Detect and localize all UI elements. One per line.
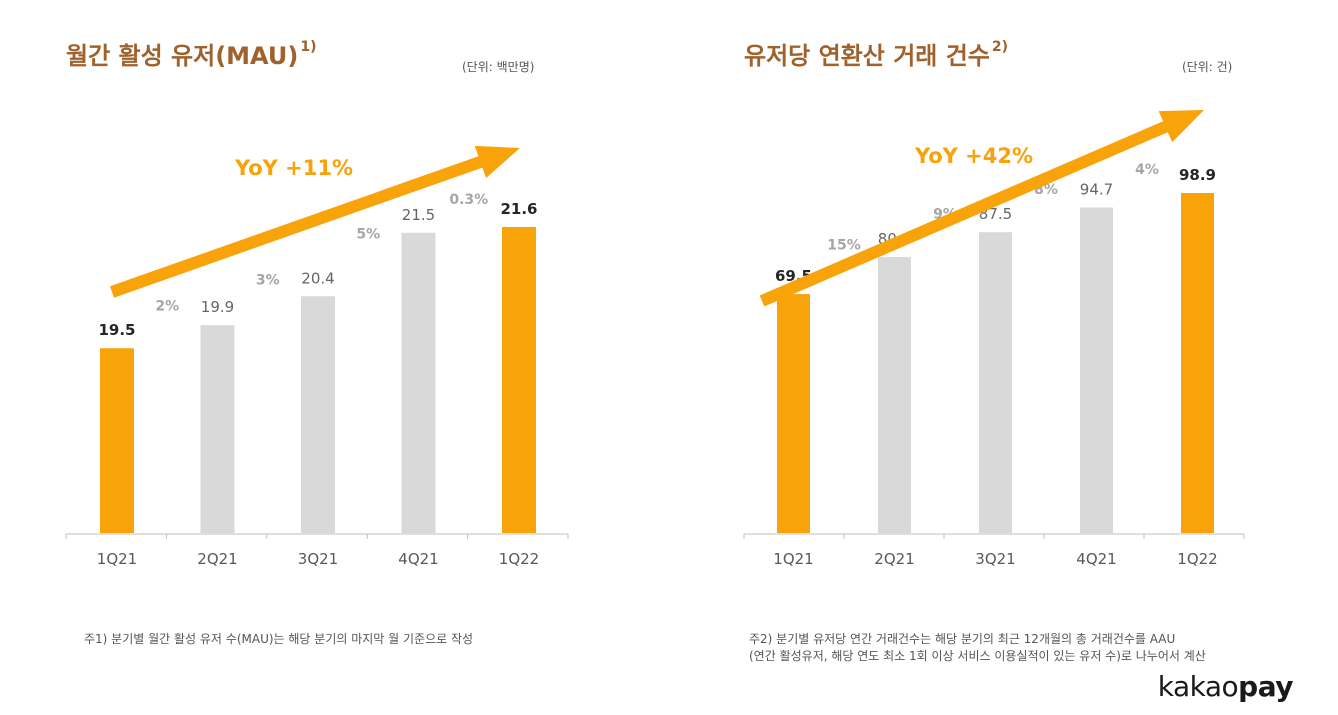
transactions-growth-label: 4% [1135, 162, 1159, 178]
mau-value-label: 20.4 [301, 269, 334, 287]
mau-value-label: 19.9 [201, 298, 234, 316]
mau-growth-label: 0.3% [449, 192, 488, 208]
mau-value-label: 19.5 [98, 321, 135, 339]
transactions-chart-title: 유저당 연환산 거래 건수 2) [744, 36, 1008, 71]
mau-chart-title: 월간 활성 유저(MAU) 1) [66, 36, 316, 71]
transactions-yoy-arrow [759, 110, 1204, 307]
mau-bar-1q21 [100, 348, 134, 533]
transactions-bar-2q21 [878, 256, 911, 533]
transactions-category-label: 1Q21 [773, 550, 813, 568]
mau-footnote: 주1) 분기별 월간 활성 유저 수(MAU)는 해당 분기의 마지막 월 기준… [84, 631, 473, 648]
transactions-footnote-line-1: 주2) 분기별 유저당 연간 거래건수는 해당 분기의 최근 12개월의 총 거… [749, 632, 1176, 646]
mau-bar-4q21 [401, 232, 436, 533]
transactions-footnote-line-2: (연간 활성유저, 해당 연도 최소 1회 이상 서비스 이용실적이 있는 유저… [749, 649, 1206, 663]
mau-title-footnote-mark: 1) [300, 39, 317, 55]
mau-growth-label: 3% [256, 273, 280, 289]
mau-yoy-label: YoY +11% [234, 156, 353, 180]
transactions-footnote: 주2) 분기별 유저당 연간 거래건수는 해당 분기의 최근 12개월의 총 거… [749, 631, 1206, 665]
transactions-value-label: 94.7 [1080, 180, 1113, 198]
mau-value-label: 21.5 [402, 206, 435, 224]
transactions-unit-label: (단위: 건) [1182, 60, 1233, 74]
logo-part-kakao: kakao [1157, 670, 1239, 703]
mau-value-label: 21.6 [500, 200, 537, 218]
transactions-category-label: 2Q21 [874, 550, 914, 568]
mau-unit-label: (단위: 백만명) [462, 60, 535, 74]
mau-category-label: 1Q21 [97, 550, 137, 568]
mau-yoy-arrow [110, 145, 520, 298]
mau-category-label: 1Q22 [499, 550, 539, 568]
logo-part-pay: pay [1238, 670, 1293, 703]
transactions-title-footnote-mark: 2) [991, 39, 1009, 55]
mau-footnote-line: 주1) 분기별 월간 활성 유저 수(MAU)는 해당 분기의 마지막 월 기준… [84, 632, 474, 646]
transactions-bar-1q22 [1181, 193, 1214, 533]
transactions-bar-1q21 [777, 294, 810, 533]
transactions-title-text: 유저당 연환산 거래 건수 [744, 42, 990, 70]
mau-title-text: 월간 활성 유저(MAU) [66, 42, 299, 70]
transactions-category-label: 1Q22 [1177, 550, 1217, 568]
mau-bar-2q21 [200, 325, 235, 533]
mau-growth-label: 2% [155, 299, 179, 315]
transactions-yoy-label: YoY +42% [914, 144, 1033, 168]
transactions-category-label: 3Q21 [975, 550, 1015, 568]
mau-bar-3q21 [301, 296, 335, 533]
mau-bar-1q22 [502, 227, 536, 533]
mau-category-label: 2Q21 [197, 550, 237, 568]
mau-category-label: 4Q21 [398, 550, 438, 568]
transactions-bar-3q21 [979, 232, 1012, 533]
mau-growth-label: 5% [356, 227, 380, 243]
transactions-value-label: 98.9 [1179, 166, 1216, 184]
transactions-bar-chart: 69.51Q2180.32Q2187.53Q2194.74Q2198.91Q22… [743, 110, 1245, 568]
transactions-growth-label: 15% [827, 238, 861, 254]
mau-category-label: 3Q21 [298, 550, 338, 568]
transactions-category-label: 4Q21 [1076, 550, 1116, 568]
mau-bar-chart: 19.5 1Q21 19.9 2Q21 20.4 3Q21 21.5 4Q21 21.6 1Q22… [65, 145, 569, 568]
transactions-bar-4q21 [1080, 207, 1113, 533]
kakaopay-logo: kakaopay [1157, 670, 1294, 703]
